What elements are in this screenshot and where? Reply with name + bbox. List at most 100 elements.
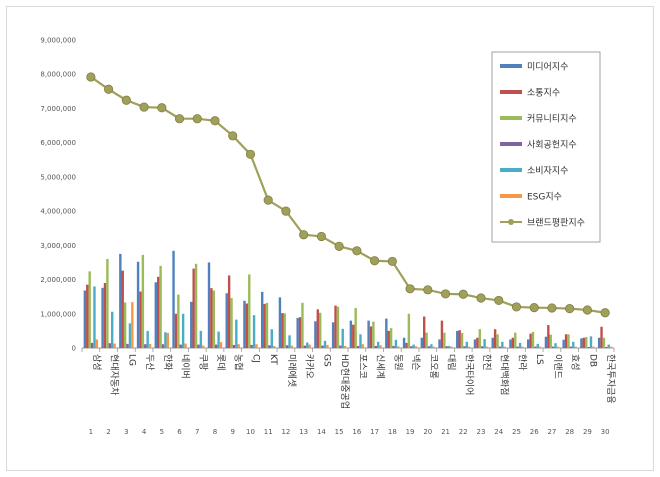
bar-4-20 — [427, 346, 431, 348]
bar-3-5 — [159, 265, 162, 348]
category-label: KT — [268, 354, 278, 365]
bar-4-23 — [481, 346, 484, 348]
line-point — [104, 84, 114, 94]
bar-6-16 — [361, 344, 365, 348]
rank-label: 20 — [423, 428, 432, 436]
bar-3-30 — [602, 337, 606, 348]
bar-2-4 — [139, 291, 142, 348]
bar-4-21 — [445, 346, 448, 348]
legend-marker — [508, 219, 514, 225]
bar-3-11 — [265, 302, 269, 348]
bar-3-12 — [283, 313, 286, 348]
rank-label: 14 — [317, 428, 326, 436]
bar-2-27 — [547, 325, 550, 348]
bar-5-9 — [235, 319, 238, 348]
bar-6-13 — [308, 344, 311, 348]
bar-5-16 — [359, 334, 362, 348]
rank-label: 3 — [124, 428, 128, 436]
bar-6-10 — [255, 344, 258, 348]
legend-label: 소통지수 — [527, 88, 560, 99]
legend-swatch — [500, 142, 522, 146]
bar-3-10 — [248, 274, 251, 348]
legend-label: 소비자지수 — [527, 166, 568, 177]
bar-1-8 — [207, 262, 211, 348]
category-label: 신세계 — [375, 354, 387, 379]
line-point — [316, 231, 326, 242]
bar-1-20 — [420, 337, 423, 348]
bar-3-15 — [336, 306, 340, 348]
bar-3-18 — [389, 328, 393, 348]
y-tick-label: 9,000,000 — [40, 37, 76, 45]
bar-3-8 — [212, 290, 215, 348]
category-label: 한국투자금융 — [605, 354, 616, 404]
bar-5-14 — [323, 340, 327, 348]
bar-1-19 — [402, 337, 406, 348]
bar-3-13 — [301, 302, 304, 348]
bar-2-3 — [121, 270, 124, 348]
bar-2-10 — [245, 303, 249, 348]
bar-5-4 — [146, 330, 149, 348]
bar-5-21 — [447, 345, 451, 348]
bar-2-12 — [281, 313, 284, 348]
bar-5-23 — [483, 339, 486, 348]
y-tick-label: 6,000,000 — [40, 139, 76, 147]
line-point — [582, 305, 593, 315]
bar-2-30 — [600, 326, 603, 348]
bar-2-13 — [298, 317, 302, 348]
line-point — [476, 293, 486, 303]
bar-3-24 — [496, 334, 499, 348]
bar-1-21 — [438, 339, 441, 348]
category-label: 미래에셋 — [286, 354, 297, 387]
line-point — [423, 285, 433, 295]
rank-label: 13 — [299, 428, 308, 436]
bar-5-20 — [430, 344, 433, 348]
bar-2-14 — [316, 309, 319, 348]
bar-6-25 — [521, 346, 524, 348]
bar-2-15 — [334, 305, 337, 348]
rank-label: 11 — [264, 428, 273, 436]
bar-3-1 — [88, 271, 91, 348]
bar-4-7 — [197, 344, 200, 348]
bar-6-21 — [450, 346, 453, 348]
category-label: 한화 — [162, 354, 173, 371]
rank-label: 12 — [281, 428, 290, 436]
category-label: DB — [587, 354, 597, 367]
bar-6-18 — [397, 346, 400, 348]
category-label: GS — [321, 354, 331, 367]
bar-5-6 — [181, 313, 185, 348]
bar-6-27 — [556, 346, 560, 348]
bar-5-17 — [377, 341, 380, 348]
bar-5-27 — [554, 343, 557, 348]
bar-4-30 — [605, 346, 608, 348]
rank-label: 9 — [230, 428, 234, 436]
bar-1-16 — [349, 320, 353, 348]
bar-3-4 — [141, 254, 145, 348]
bar-6-4 — [148, 343, 152, 348]
bar-4-15 — [339, 345, 342, 348]
bar-4-29 — [587, 346, 590, 348]
line-point — [565, 304, 575, 314]
line-point — [299, 230, 309, 240]
y-tick-label: 1,000,000 — [40, 310, 76, 318]
bar-5-13 — [306, 342, 309, 348]
category-label: 농협 — [233, 354, 245, 371]
bar-1-28 — [562, 339, 565, 348]
bar-6-8 — [219, 342, 223, 348]
rank-label: 1 — [89, 428, 93, 436]
bar-5-12 — [288, 335, 291, 348]
category-label: 카카오 — [304, 354, 315, 379]
rank-label: 30 — [601, 428, 610, 436]
bar-3-16 — [354, 307, 357, 348]
legend-swatch — [500, 194, 522, 198]
bar-6-29 — [592, 346, 595, 348]
y-tick-label: 8,000,000 — [40, 71, 76, 79]
legend-label: 미디어지수 — [527, 62, 568, 73]
bar-6-15 — [343, 345, 347, 348]
bar-3-14 — [319, 312, 322, 348]
bar-3-19 — [407, 313, 411, 348]
bar-1-27 — [544, 336, 548, 348]
bar-4-17 — [374, 345, 377, 348]
bar-2-7 — [192, 268, 195, 348]
bar-1-4 — [136, 261, 140, 348]
line-point — [440, 289, 451, 299]
